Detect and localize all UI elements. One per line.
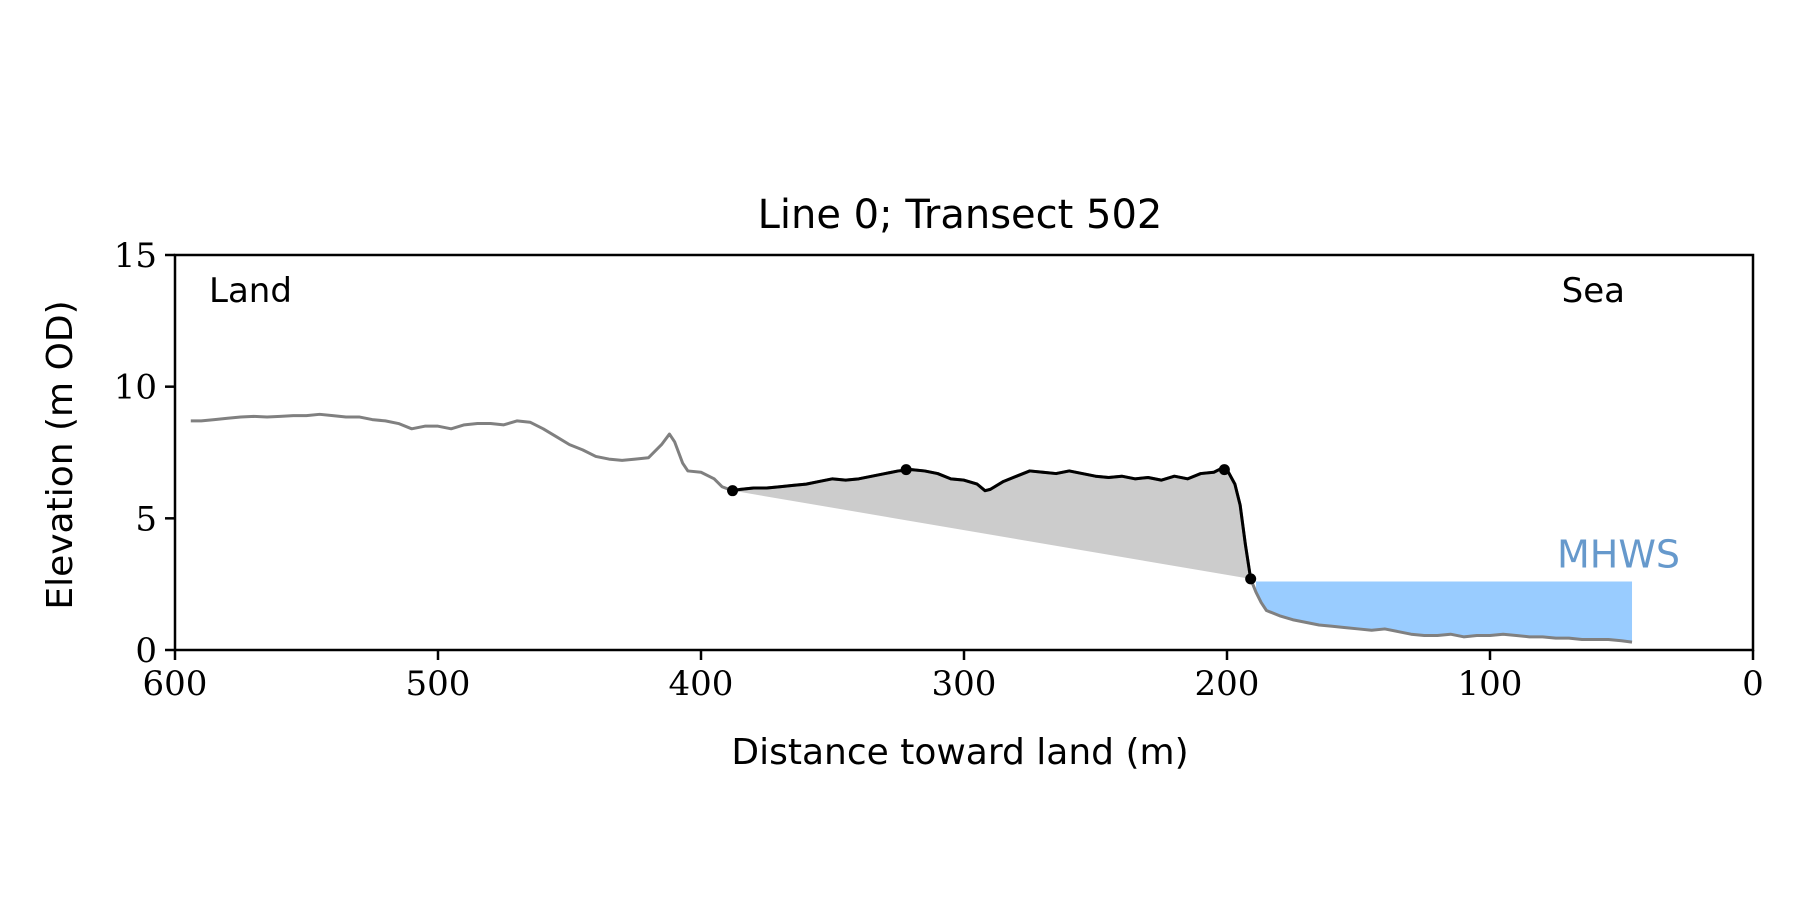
x-tick-label: 100: [1458, 664, 1523, 704]
water-fill: [1255, 581, 1633, 643]
x-tick-label: 400: [669, 664, 734, 704]
y-tick-label: 5: [135, 499, 157, 539]
x-tick-label: 300: [932, 664, 997, 704]
dune-marker-point: [727, 485, 739, 497]
x-axis-label: Distance toward land (m): [731, 732, 1188, 773]
x-tick-label: 0: [1742, 664, 1764, 704]
dune-marker-point: [1218, 464, 1230, 476]
tick-layer: 600 500 400 300 200 100 0 0 5 10 15: [114, 236, 1764, 704]
sea-annotation: Sea: [1562, 271, 1625, 311]
dune-marker-point: [1245, 573, 1257, 585]
y-tick-label: 0: [135, 631, 157, 671]
x-tick-label: 200: [1195, 664, 1260, 704]
chart-title: Line 0; Transect 502: [758, 192, 1163, 238]
x-tick-label: 500: [406, 664, 471, 704]
plot-area: 600 500 400 300 200 100 0 0 5 10 15 Land Sea MHWS: [114, 236, 1764, 704]
dune-marker-point: [900, 464, 912, 476]
x-tick-label: 600: [143, 664, 208, 704]
dune-profile-line: [732, 466, 1253, 580]
y-tick-label: 10: [114, 368, 157, 408]
mhws-annotation: MHWS: [1557, 533, 1680, 577]
y-tick-label: 15: [114, 236, 157, 276]
line-layer: [190, 412, 1633, 644]
fill-layer: [732, 468, 1633, 643]
y-axis-label: Elevation (m OD): [40, 300, 81, 609]
marker-layer: [727, 464, 1257, 585]
dune-volume-fill: [732, 468, 1251, 579]
land-annotation: Land: [209, 271, 292, 311]
annotation-layer: Land Sea MHWS: [209, 271, 1680, 577]
